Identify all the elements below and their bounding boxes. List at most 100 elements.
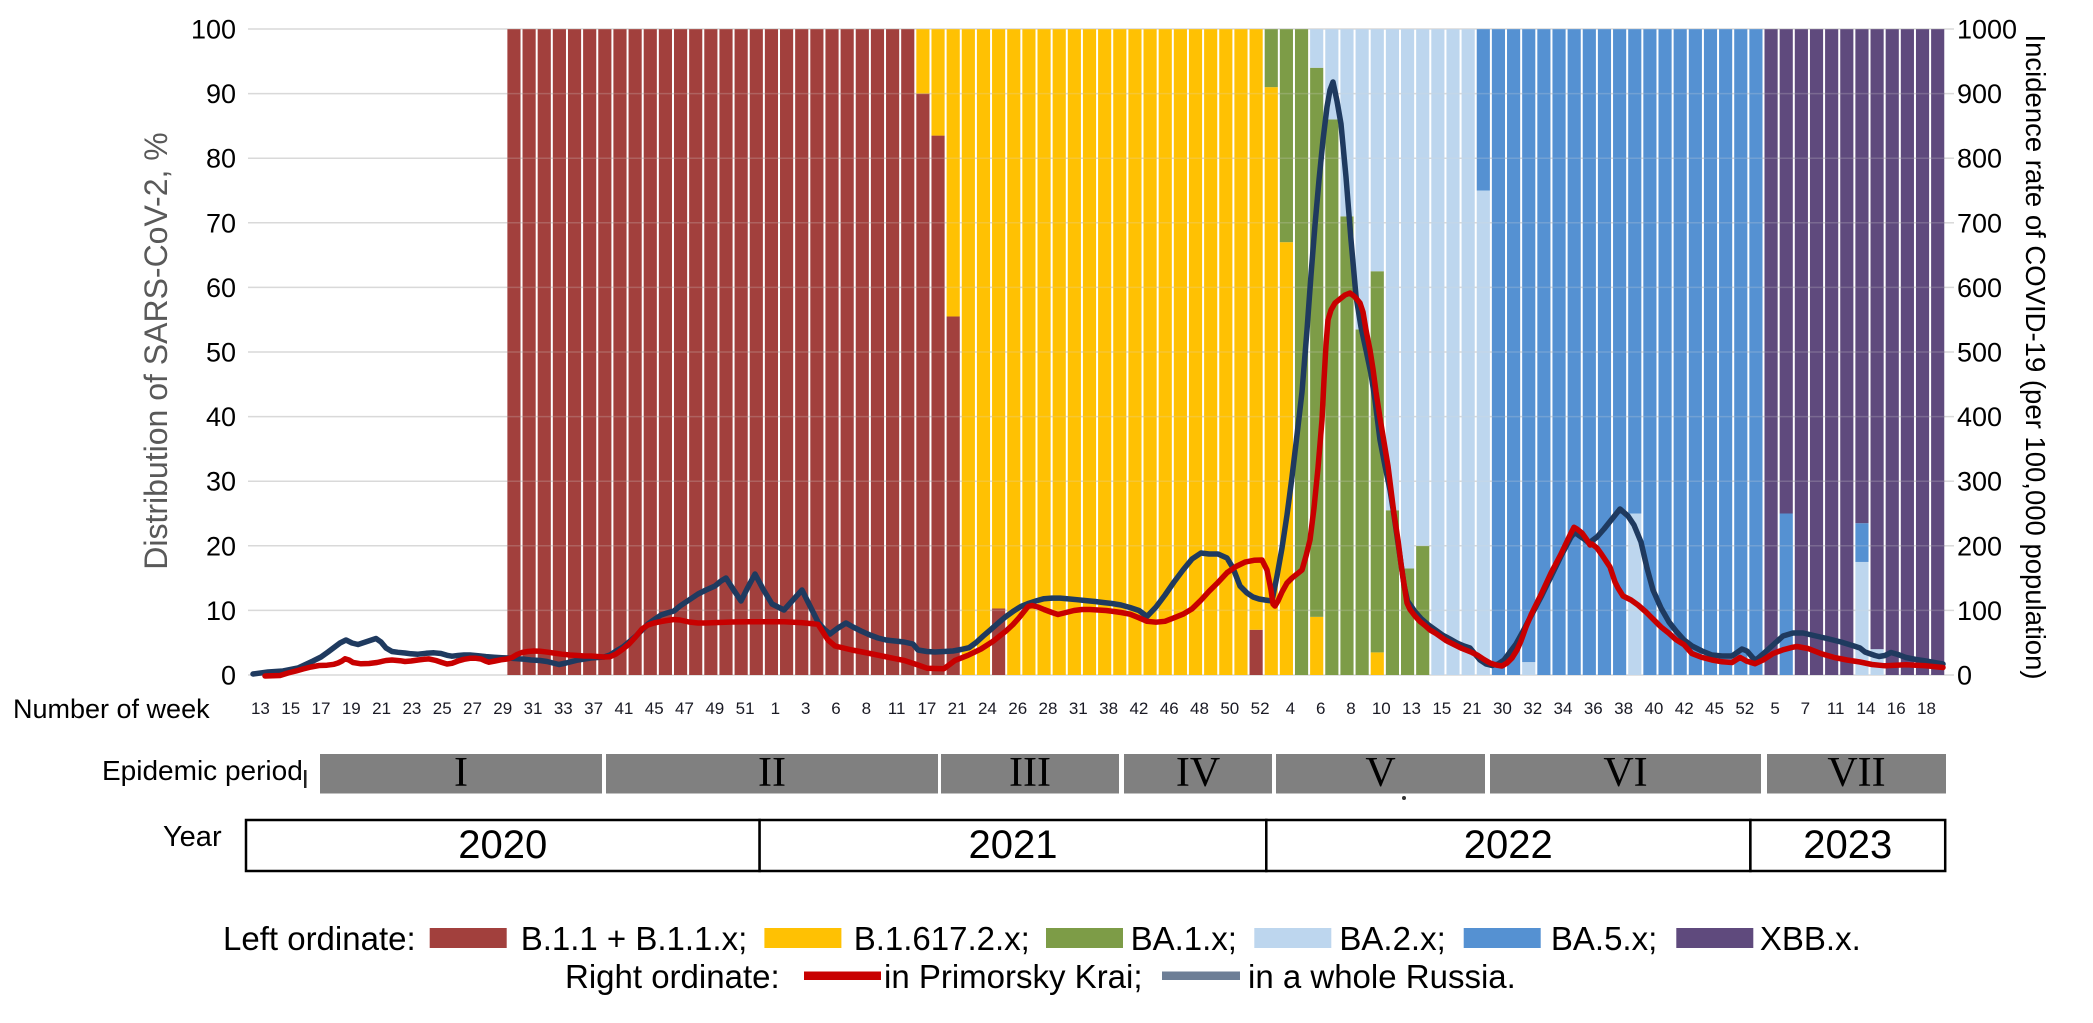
svg-text:47: 47 bbox=[675, 699, 694, 718]
svg-text:V: V bbox=[1365, 750, 1395, 796]
svg-text:600: 600 bbox=[1957, 273, 2002, 303]
svg-text:100: 100 bbox=[191, 15, 236, 45]
svg-text:49: 49 bbox=[705, 699, 724, 718]
svg-text:50: 50 bbox=[206, 338, 236, 368]
svg-text:IV: IV bbox=[1176, 750, 1220, 796]
svg-text:38: 38 bbox=[1099, 699, 1118, 718]
svg-text:31: 31 bbox=[1069, 699, 1088, 718]
svg-text:B.1.617.2.x;: B.1.617.2.x; bbox=[854, 920, 1030, 957]
svg-text:VII: VII bbox=[1827, 750, 1885, 796]
svg-text:21: 21 bbox=[1463, 699, 1482, 718]
svg-text:BA.2.x;: BA.2.x; bbox=[1339, 920, 1445, 957]
svg-text:42: 42 bbox=[1129, 699, 1148, 718]
svg-text:33: 33 bbox=[554, 699, 573, 718]
svg-text:Year: Year bbox=[163, 821, 222, 853]
svg-text:40: 40 bbox=[1644, 699, 1663, 718]
svg-text:6: 6 bbox=[1316, 699, 1325, 718]
svg-text:19: 19 bbox=[342, 699, 361, 718]
svg-text:23: 23 bbox=[402, 699, 421, 718]
svg-text:Number of week: Number of week bbox=[13, 694, 210, 724]
svg-text:24: 24 bbox=[978, 699, 997, 718]
svg-text:51: 51 bbox=[736, 699, 755, 718]
svg-text:2021: 2021 bbox=[969, 823, 1058, 867]
svg-text:in a whole Russia.: in a whole Russia. bbox=[1248, 958, 1516, 995]
svg-text:XBB.x.: XBB.x. bbox=[1760, 920, 1861, 957]
svg-text:10: 10 bbox=[1372, 699, 1391, 718]
svg-text:in Primorsky Krai;: in Primorsky Krai; bbox=[884, 958, 1143, 995]
svg-text:100: 100 bbox=[1957, 596, 2002, 626]
svg-text:30: 30 bbox=[206, 467, 236, 497]
svg-text:80: 80 bbox=[206, 144, 236, 174]
svg-text:21: 21 bbox=[948, 699, 967, 718]
svg-text:1: 1 bbox=[771, 699, 780, 718]
svg-text:3: 3 bbox=[801, 699, 810, 718]
svg-text:26: 26 bbox=[1008, 699, 1027, 718]
svg-text:6: 6 bbox=[831, 699, 840, 718]
svg-text:70: 70 bbox=[206, 208, 236, 238]
svg-text:10: 10 bbox=[206, 596, 236, 626]
svg-text:15: 15 bbox=[281, 699, 300, 718]
svg-text:41: 41 bbox=[614, 699, 633, 718]
svg-text:200: 200 bbox=[1957, 531, 2002, 561]
svg-text:31: 31 bbox=[524, 699, 543, 718]
svg-text:37: 37 bbox=[584, 699, 603, 718]
svg-text:Incidence rate of COVID-19 (pe: Incidence rate of COVID-19 (per 100,000 … bbox=[2020, 34, 2051, 679]
svg-text:21: 21 bbox=[372, 699, 391, 718]
svg-text:38: 38 bbox=[1614, 699, 1633, 718]
svg-text:27: 27 bbox=[463, 699, 482, 718]
svg-text:29: 29 bbox=[493, 699, 512, 718]
svg-text:48: 48 bbox=[1190, 699, 1209, 718]
svg-text:II: II bbox=[758, 750, 786, 796]
svg-text:2023: 2023 bbox=[1803, 823, 1892, 867]
svg-text:18: 18 bbox=[1917, 699, 1936, 718]
svg-text:45: 45 bbox=[1705, 699, 1724, 718]
svg-text:B.1.1 + B.1.1.x;: B.1.1 + B.1.1.x; bbox=[521, 920, 748, 957]
svg-text:III: III bbox=[1009, 750, 1051, 796]
svg-text:11: 11 bbox=[888, 699, 906, 718]
svg-text:90: 90 bbox=[206, 79, 236, 109]
svg-text:52: 52 bbox=[1735, 699, 1754, 718]
svg-text:7: 7 bbox=[1801, 699, 1810, 718]
svg-text:0: 0 bbox=[221, 661, 236, 691]
svg-text:2022: 2022 bbox=[1464, 823, 1553, 867]
svg-text:Epidemic period: Epidemic period bbox=[102, 755, 303, 786]
svg-text:0: 0 bbox=[1957, 661, 1972, 691]
svg-text:14: 14 bbox=[1856, 699, 1875, 718]
svg-text:BA.1.x;: BA.1.x; bbox=[1131, 920, 1237, 957]
svg-text:11: 11 bbox=[1827, 699, 1845, 718]
svg-text:VI: VI bbox=[1603, 750, 1647, 796]
svg-text:16: 16 bbox=[1887, 699, 1906, 718]
svg-text:13: 13 bbox=[1402, 699, 1421, 718]
svg-text:17: 17 bbox=[917, 699, 936, 718]
svg-text:42: 42 bbox=[1675, 699, 1694, 718]
svg-text:20: 20 bbox=[206, 531, 236, 561]
svg-text:300: 300 bbox=[1957, 467, 2002, 497]
svg-text:5: 5 bbox=[1770, 699, 1779, 718]
svg-text:I: I bbox=[454, 750, 468, 796]
svg-text:13: 13 bbox=[251, 699, 270, 718]
svg-text:52: 52 bbox=[1251, 699, 1270, 718]
svg-text:30: 30 bbox=[1493, 699, 1512, 718]
svg-text:2020: 2020 bbox=[458, 823, 547, 867]
svg-text:800: 800 bbox=[1957, 144, 2002, 174]
svg-text:46: 46 bbox=[1160, 699, 1179, 718]
svg-text:1000: 1000 bbox=[1957, 15, 2017, 45]
svg-text:60: 60 bbox=[206, 273, 236, 303]
svg-text:Right ordinate:: Right ordinate: bbox=[565, 958, 780, 995]
svg-text:36: 36 bbox=[1584, 699, 1603, 718]
svg-text:500: 500 bbox=[1957, 338, 2002, 368]
svg-text:17: 17 bbox=[312, 699, 331, 718]
svg-text:Left ordinate:: Left ordinate: bbox=[223, 920, 416, 957]
svg-text:Distribution of SARS-CoV-2, %: Distribution of SARS-CoV-2, % bbox=[138, 132, 174, 570]
svg-text:40: 40 bbox=[206, 402, 236, 432]
svg-text:4: 4 bbox=[1286, 699, 1295, 718]
svg-text:45: 45 bbox=[645, 699, 664, 718]
svg-text:25: 25 bbox=[433, 699, 452, 718]
svg-text:BA.5.x;: BA.5.x; bbox=[1551, 920, 1657, 957]
svg-text:700: 700 bbox=[1957, 208, 2002, 238]
svg-text:50: 50 bbox=[1220, 699, 1239, 718]
svg-text:28: 28 bbox=[1039, 699, 1058, 718]
svg-text:32: 32 bbox=[1523, 699, 1542, 718]
svg-text:15: 15 bbox=[1432, 699, 1451, 718]
svg-text:8: 8 bbox=[1346, 699, 1355, 718]
